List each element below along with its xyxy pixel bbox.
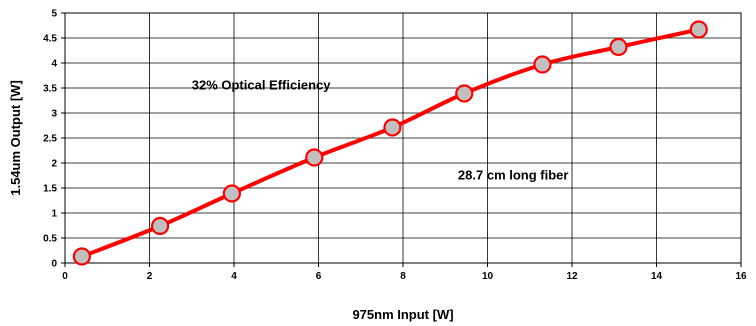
y-tick-label: 2 bbox=[51, 159, 57, 170]
data-point bbox=[533, 55, 552, 74]
x-tick-label: 8 bbox=[400, 271, 406, 282]
data-point bbox=[383, 118, 402, 137]
annotations: 32% Optical Efficiency 28.7 cm long fiber bbox=[192, 78, 569, 183]
y-tick-label: 3.5 bbox=[43, 84, 57, 95]
data-point bbox=[222, 184, 241, 203]
y-tick-label: 1.5 bbox=[43, 184, 57, 195]
data-point bbox=[689, 20, 708, 39]
x-tick-labels: 0 2 4 6 8 10 12 14 16 bbox=[62, 263, 747, 282]
data-point bbox=[305, 148, 324, 167]
series-line bbox=[81, 27, 700, 259]
annotation-label: 28.7 cm long fiber bbox=[458, 168, 569, 183]
x-tick-label: 12 bbox=[566, 271, 578, 282]
y-tick-label: 3 bbox=[51, 109, 57, 120]
y-tick-label: 0.5 bbox=[43, 234, 57, 245]
data-point bbox=[455, 84, 474, 103]
x-axis-title: 975nm Input [W] bbox=[352, 307, 453, 322]
x-tick-label: 6 bbox=[316, 271, 322, 282]
y-tick-label: 1 bbox=[51, 209, 57, 220]
data-point bbox=[150, 216, 170, 236]
x-tick-label: 16 bbox=[735, 271, 747, 282]
x-tick-label: 4 bbox=[231, 271, 237, 282]
y-tick-label: 5 bbox=[51, 9, 57, 20]
x-tick-label: 14 bbox=[651, 271, 663, 282]
y-tick-labels: 0 0.5 1 1.5 2 2.5 3 3.5 4 4.5 5 bbox=[43, 9, 65, 270]
y-tick-label: 4.5 bbox=[43, 34, 57, 45]
y-tick-label: 0 bbox=[51, 259, 57, 270]
data-point bbox=[72, 247, 92, 266]
y-axis-title: 1.54um Output [W] bbox=[8, 80, 23, 196]
x-tick-label: 0 bbox=[62, 271, 68, 282]
y-tick-label: 2.5 bbox=[43, 134, 57, 145]
data-point bbox=[609, 37, 628, 57]
grid bbox=[64, 12, 742, 264]
x-tick-label: 10 bbox=[482, 271, 494, 282]
annotation-label: 32% Optical Efficiency bbox=[192, 78, 331, 93]
x-tick-label: 2 bbox=[147, 271, 153, 282]
y-tick-label: 4 bbox=[51, 59, 57, 70]
series-group bbox=[72, 20, 708, 266]
